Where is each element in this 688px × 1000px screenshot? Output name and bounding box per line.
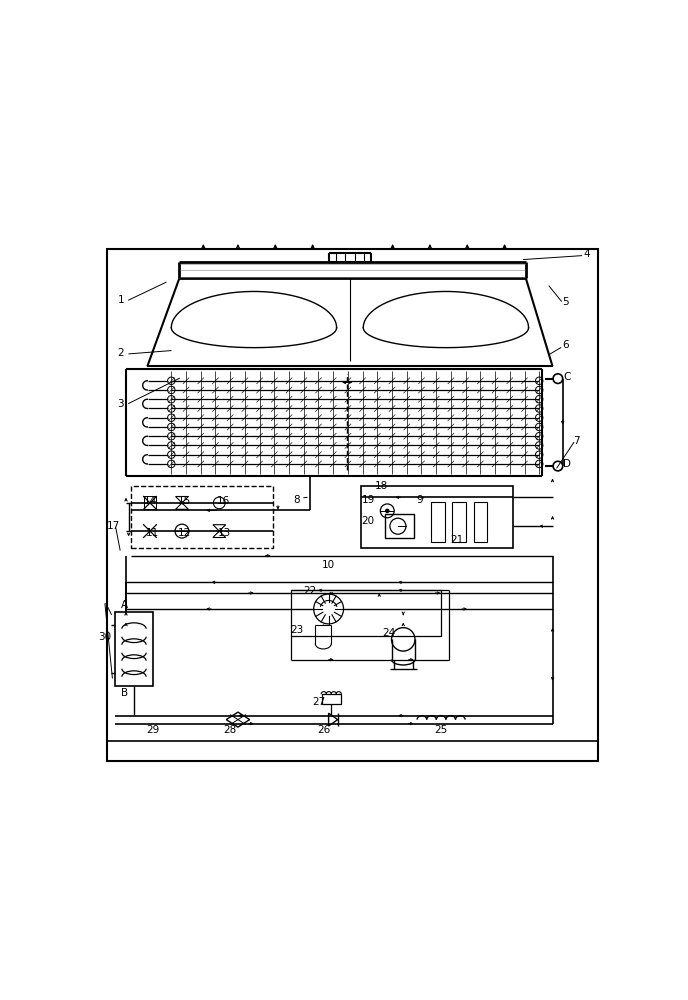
Text: 22: 22 [303,586,316,596]
Bar [131,486,272,548]
Bar [473,502,488,542]
Bar [116,612,153,686]
Text: 1: 1 [118,295,124,305]
Text: 28: 28 [224,725,237,735]
Text: 29: 29 [146,725,160,735]
Text: 10: 10 [322,560,335,570]
Polygon shape [213,525,226,531]
Text: 7: 7 [573,436,580,446]
Text: 30: 30 [98,632,111,642]
Text: 12: 12 [178,528,191,538]
Text: 13: 13 [218,528,231,538]
Text: 27: 27 [312,697,325,707]
Text: 24: 24 [383,628,396,638]
Text: C: C [563,372,570,382]
Text: B: B [120,688,128,698]
Circle shape [386,509,389,512]
Bar [452,502,466,542]
Text: 17: 17 [107,521,120,531]
Text: 19: 19 [362,495,375,505]
Text: 5: 5 [563,297,569,307]
Text: 20: 20 [361,516,374,526]
Text: 9: 9 [416,495,422,505]
Text: 15: 15 [178,496,191,506]
Text: 26: 26 [318,725,331,735]
Text: 4: 4 [584,249,590,259]
Text: 14: 14 [143,496,157,506]
Bar [322,694,341,704]
Text: 3: 3 [118,399,124,409]
Polygon shape [175,496,189,503]
Bar [385,514,414,538]
Polygon shape [175,503,189,509]
Text: 18: 18 [375,481,389,491]
Bar [431,502,445,542]
Polygon shape [213,531,226,537]
Polygon shape [226,712,250,727]
Bar [361,486,513,548]
Text: 23: 23 [290,625,303,635]
Text: 2: 2 [118,348,124,358]
Text: 21: 21 [450,535,463,545]
Text: 11: 11 [146,528,160,538]
Text: 8: 8 [293,495,300,505]
Text: A: A [120,600,128,610]
Polygon shape [329,713,338,726]
Text: D: D [563,459,571,469]
Text: 25: 25 [434,725,447,735]
Text: 6: 6 [563,340,569,350]
Bar [291,590,440,636]
Text: 16: 16 [217,496,230,506]
